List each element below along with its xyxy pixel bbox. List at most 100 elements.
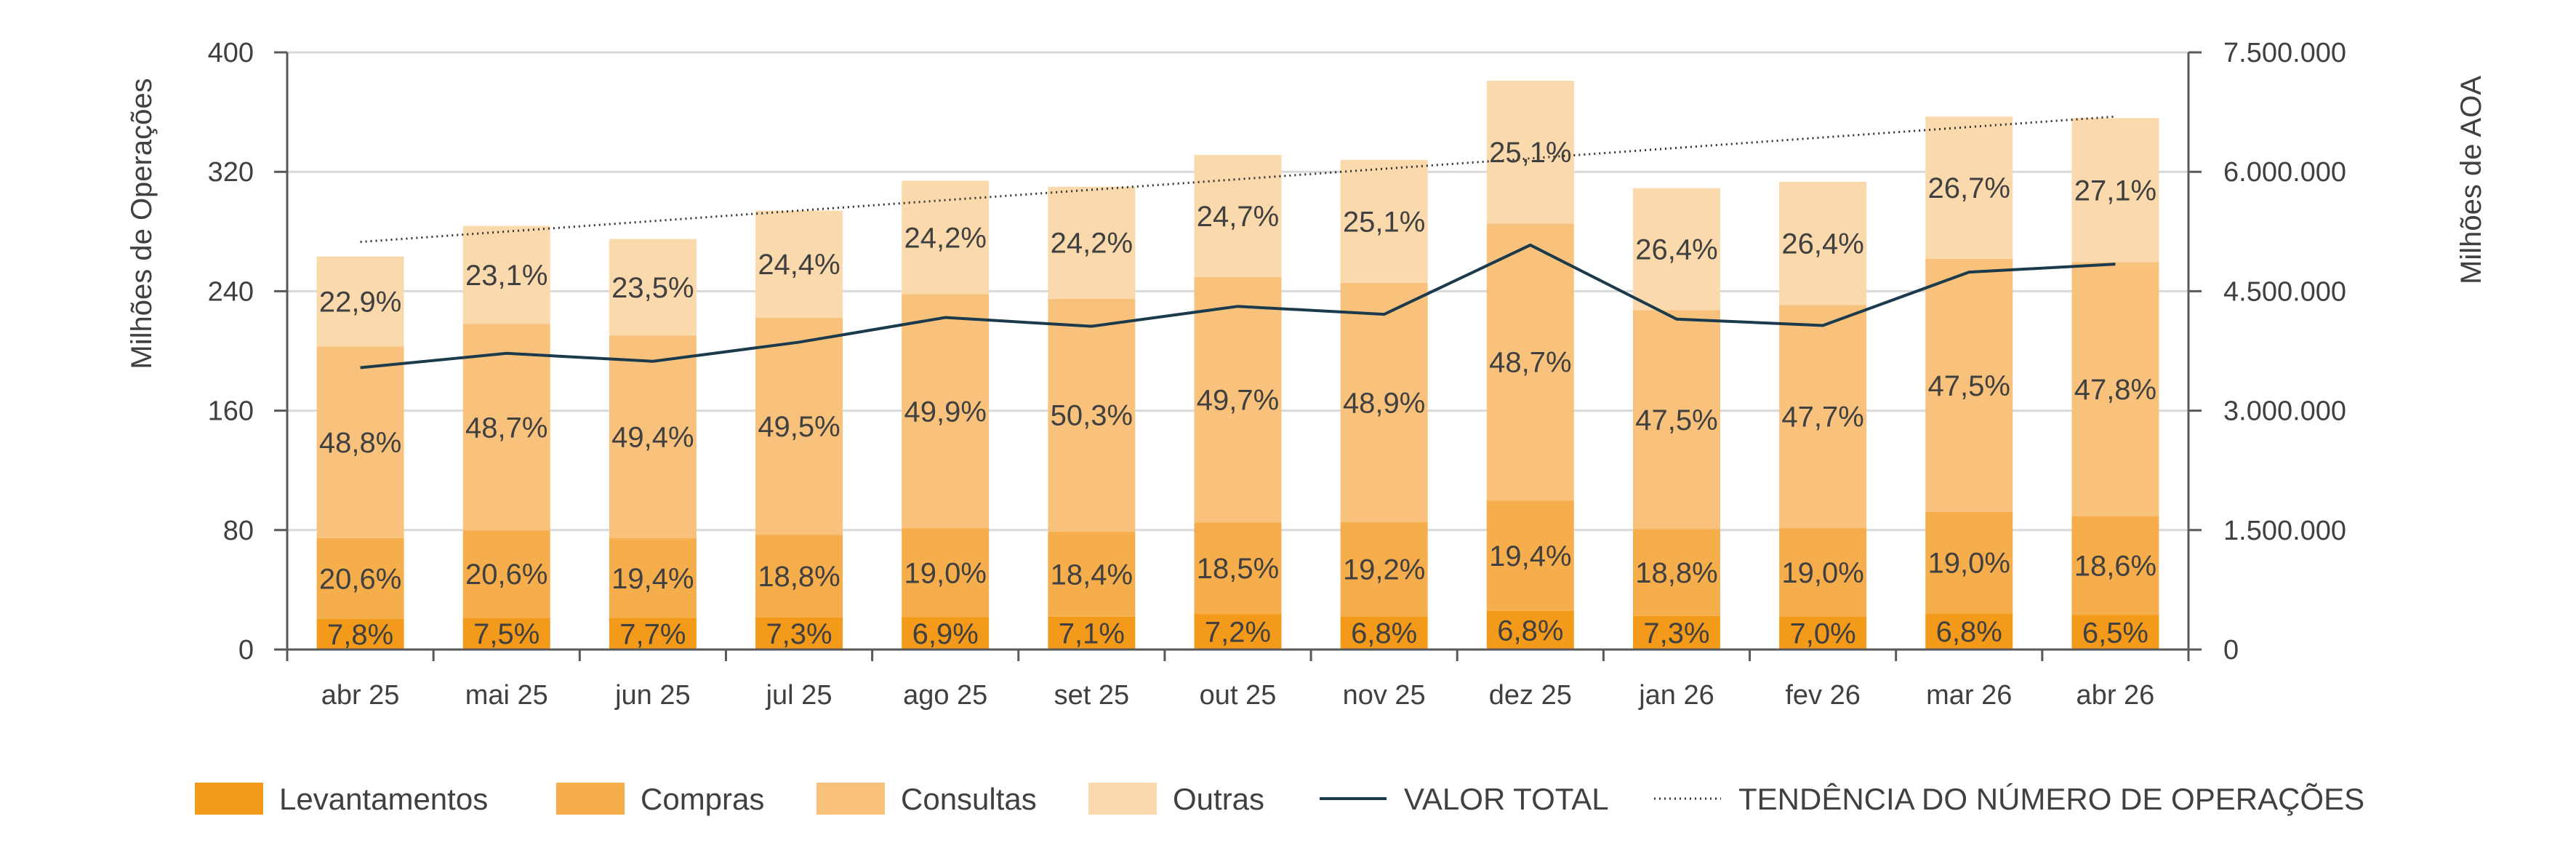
data-label: 47,5% bbox=[1635, 404, 1717, 436]
data-label: 26,7% bbox=[1928, 172, 2010, 204]
x-tick-label: abr 25 bbox=[321, 680, 400, 711]
bar-compras bbox=[316, 538, 404, 619]
data-label: 6,9% bbox=[912, 618, 979, 650]
bar-outras bbox=[1048, 186, 1136, 299]
data-label: 47,7% bbox=[1781, 401, 1863, 434]
x-tick-label: jan 26 bbox=[1638, 680, 1714, 711]
data-label: 19,4% bbox=[1489, 540, 1571, 572]
bar-outras bbox=[1486, 80, 1574, 224]
data-label: 20,6% bbox=[319, 563, 401, 595]
data-label: 27,1% bbox=[2074, 175, 2156, 207]
legend-consultas-label: Consultas bbox=[901, 782, 1037, 816]
x-tick-label: ago 25 bbox=[903, 680, 987, 711]
data-label: 26,4% bbox=[1781, 228, 1863, 260]
right-tick-label: 6.000.000 bbox=[2223, 157, 2346, 188]
data-label: 20,6% bbox=[465, 559, 547, 591]
bar-compras bbox=[755, 535, 843, 618]
left-tick-label: 320 bbox=[208, 157, 254, 188]
data-label: 47,8% bbox=[2074, 374, 2156, 406]
valor-total-line bbox=[360, 243, 2116, 369]
data-label: 48,7% bbox=[465, 412, 547, 444]
data-label: 19,0% bbox=[1781, 557, 1863, 589]
data-label: 19,4% bbox=[611, 563, 694, 595]
x-tick-label: mai 25 bbox=[465, 680, 548, 711]
bars bbox=[316, 80, 2159, 650]
data-label: 18,4% bbox=[1051, 559, 1133, 591]
bar-outras bbox=[1340, 159, 1428, 283]
data-label: 6,8% bbox=[1497, 615, 1563, 647]
bar-compras bbox=[1632, 529, 1720, 616]
legend-valor-total-label: VALOR TOTAL bbox=[1404, 782, 1609, 816]
y-left-title: Milhões de Operações bbox=[126, 78, 158, 369]
bar-consultas bbox=[902, 294, 990, 529]
bar-outras bbox=[609, 239, 697, 336]
data-label: 7,3% bbox=[766, 618, 832, 650]
bar-compras bbox=[1340, 522, 1428, 617]
bar-consultas bbox=[1925, 258, 2013, 512]
bar-compras bbox=[1779, 527, 1867, 618]
data-labels: 7,8% 20,6% 48,8% 22,9% 7,5% 20,6% 48,7% 23,1% 7,… bbox=[319, 137, 2156, 651]
legend-outras-swatch bbox=[1088, 783, 1157, 815]
data-label: 19,0% bbox=[904, 557, 986, 589]
x-tick-label: abr 26 bbox=[2077, 680, 2155, 711]
bar-consultas bbox=[1632, 310, 1720, 530]
data-label: 24,4% bbox=[758, 249, 840, 281]
data-label: 19,2% bbox=[1343, 554, 1425, 586]
legend-compras-label: Compras bbox=[641, 782, 764, 816]
bar-levantamentos bbox=[462, 618, 550, 650]
bar-levantamentos bbox=[1925, 613, 2013, 650]
data-label: 7,1% bbox=[1059, 618, 1125, 650]
bar-outras bbox=[2071, 118, 2159, 263]
data-label: 47,5% bbox=[1928, 370, 2010, 402]
bar-consultas bbox=[1779, 305, 1867, 528]
data-label: 24,2% bbox=[904, 222, 986, 254]
bar-levantamentos bbox=[1048, 616, 1136, 650]
bar-consultas bbox=[609, 335, 697, 539]
left-tick-label: 240 bbox=[208, 276, 254, 307]
left-tick-label: 160 bbox=[208, 396, 254, 427]
left-tick-label: 0 bbox=[238, 635, 254, 666]
bar-outras bbox=[462, 225, 550, 324]
data-label: 7,0% bbox=[1790, 618, 1856, 650]
right-tick-label: 1.500.000 bbox=[2223, 516, 2346, 546]
right-tick-label: 0 bbox=[2223, 635, 2239, 666]
right-tick-label: 7.500.000 bbox=[2223, 38, 2346, 68]
x-tick-label: dez 25 bbox=[1489, 680, 1572, 711]
data-label: 50,3% bbox=[1051, 400, 1133, 432]
data-label: 48,9% bbox=[1343, 387, 1425, 419]
data-label: 18,5% bbox=[1197, 553, 1279, 585]
lines bbox=[360, 115, 2116, 369]
legend-compras-swatch bbox=[556, 783, 625, 815]
bar-levantamentos bbox=[2071, 615, 2159, 650]
bar-levantamentos bbox=[316, 618, 404, 650]
data-label: 23,1% bbox=[465, 260, 547, 292]
bar-compras bbox=[1048, 531, 1136, 617]
data-label: 25,1% bbox=[1489, 137, 1571, 169]
bar-compras bbox=[1486, 500, 1574, 611]
data-label: 22,9% bbox=[319, 286, 401, 318]
bar-outras bbox=[1925, 116, 2013, 259]
x-tick-label: fev 26 bbox=[1785, 680, 1861, 711]
legend-levantamentos-label: Levantamentos bbox=[279, 782, 488, 816]
x-tick-label: jun 25 bbox=[614, 680, 691, 711]
data-label: 6,5% bbox=[2082, 617, 2148, 649]
axes: 0 80 160 240 320 400 0 1.500.000 3.000.000 4.500.… bbox=[126, 38, 2487, 711]
data-label: 7,2% bbox=[1205, 617, 1271, 649]
bar-levantamentos bbox=[1340, 616, 1428, 650]
bar-consultas bbox=[2071, 262, 2159, 516]
bar-levantamentos bbox=[1779, 617, 1867, 650]
bar-levantamentos bbox=[1486, 610, 1574, 650]
data-label: 6,8% bbox=[1936, 616, 2002, 648]
data-label: 18,8% bbox=[1635, 557, 1717, 589]
x-tick-label: mar 26 bbox=[1926, 680, 2012, 711]
bar-consultas bbox=[1486, 223, 1574, 501]
data-label: 48,8% bbox=[319, 427, 401, 459]
left-tick-label: 400 bbox=[208, 38, 254, 68]
bar-levantamentos bbox=[1632, 615, 1720, 650]
x-tick-label: set 25 bbox=[1054, 680, 1130, 711]
data-label: 49,9% bbox=[904, 396, 986, 428]
bar-levantamentos bbox=[609, 618, 697, 650]
bar-consultas bbox=[1048, 298, 1136, 532]
bar-consultas bbox=[462, 324, 550, 531]
data-label: 49,5% bbox=[758, 411, 840, 443]
